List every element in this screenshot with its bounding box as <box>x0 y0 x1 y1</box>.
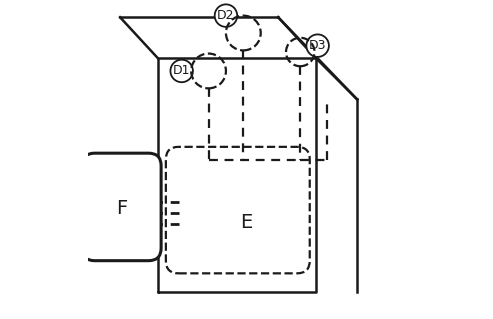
FancyBboxPatch shape <box>82 153 161 261</box>
Text: D3: D3 <box>309 39 326 52</box>
Text: D1: D1 <box>173 64 190 78</box>
Text: F: F <box>116 199 127 218</box>
Text: D2: D2 <box>217 9 235 22</box>
Text: E: E <box>241 213 252 232</box>
